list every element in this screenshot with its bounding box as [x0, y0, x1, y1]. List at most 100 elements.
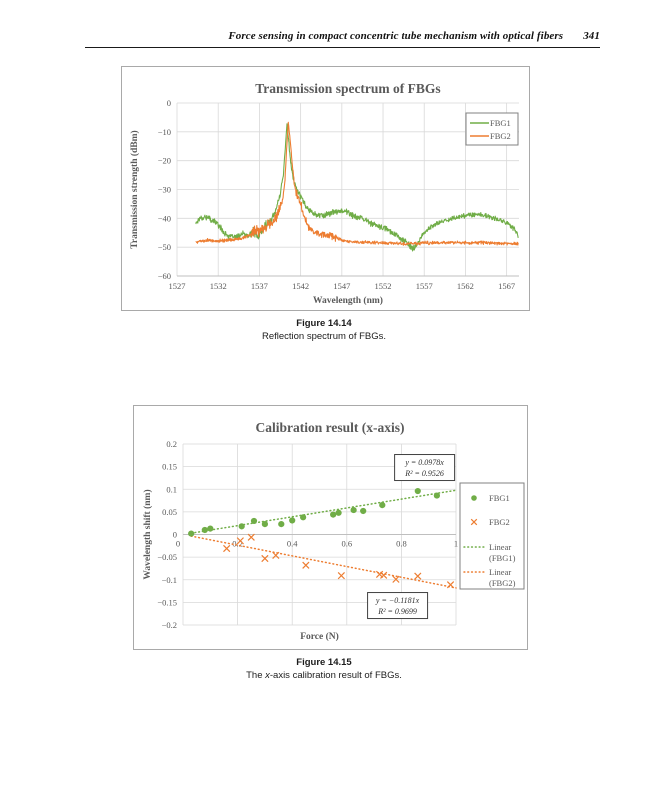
- caption-label: Figure 14.15: [296, 657, 352, 668]
- caption-text: Reflection spectrum of FBGs.: [261, 330, 387, 342]
- data-point: [335, 509, 342, 516]
- chart-title: Transmission spectrum of FBGs: [255, 81, 440, 96]
- calibration-result-chart: 0.20.150.10.050−0.05−0.1−0.15−0.20 0.2 0.4…: [142, 420, 525, 642]
- data-point: [207, 525, 214, 532]
- running-head-title: Force sensing in compact concentric tube…: [228, 30, 564, 42]
- svg-text:0.15: 0.15: [162, 462, 177, 472]
- legend-marker-FBG2: [470, 518, 478, 526]
- svg-text:1532: 1532: [210, 281, 227, 291]
- series-FBG2-points: [223, 533, 455, 589]
- svg-text:1557: 1557: [416, 281, 433, 291]
- legend-label-FBG2: FBG2: [490, 131, 511, 141]
- svg-text:0.8: 0.8: [396, 539, 407, 549]
- data-point: [350, 506, 357, 514]
- svg-text:−50: −50: [158, 242, 171, 252]
- trendline-Linear (FBG2): [190, 535, 457, 589]
- caption-label: Figure 14.14: [296, 318, 352, 329]
- svg-text:1537: 1537: [251, 281, 268, 291]
- svg-text:−30: −30: [158, 185, 171, 195]
- gridlines: [176, 102, 519, 277]
- data-point: [236, 537, 244, 545]
- svg-text:−0.2: −0.2: [162, 620, 177, 630]
- svg-text:1542: 1542: [292, 281, 309, 291]
- svg-text:1: 1: [454, 539, 458, 549]
- equation-annotation-2: y = −0.1181x R² = 0.9699: [367, 592, 429, 620]
- data-point: [261, 520, 268, 528]
- svg-text:R² = 0.9699: R² = 0.9699: [377, 607, 417, 616]
- y-axis-title: Transmission strength (dBm): [129, 130, 140, 248]
- data-point: [289, 517, 296, 524]
- svg-text:−0.05: −0.05: [157, 552, 177, 562]
- svg-text:FBG1: FBG1: [489, 493, 510, 503]
- svg-text:FBG2: FBG2: [489, 517, 510, 527]
- equation-annotation-1: y = 0.0978x R² = 0.9526: [394, 454, 456, 482]
- svg-text:−60: −60: [158, 271, 171, 281]
- svg-text:−20: −20: [158, 156, 171, 166]
- svg-text:0: 0: [173, 530, 177, 540]
- svg-text:−0.1: −0.1: [162, 575, 177, 585]
- figure-14-15-caption: Figure 14.15 The x-axis calibration resu…: [0, 657, 648, 683]
- svg-text:0.4: 0.4: [287, 539, 298, 549]
- svg-text:y = 0.0978x: y = 0.0978x: [404, 458, 444, 467]
- data-point: [330, 511, 337, 518]
- data-point: [201, 526, 208, 534]
- legend-marker-FBG1: [471, 495, 477, 501]
- svg-text:y = −0.1181x: y = −0.1181x: [375, 596, 420, 605]
- data-point: [300, 514, 307, 521]
- data-point: [261, 554, 269, 563]
- data-point: [238, 523, 245, 530]
- svg-text:0.2: 0.2: [166, 439, 177, 449]
- data-point: [446, 581, 455, 589]
- data-point: [414, 487, 421, 495]
- legend-label-FBG1: FBG1: [490, 118, 511, 128]
- svg-text:(FBG1): (FBG1): [489, 553, 516, 563]
- svg-text:−10: −10: [158, 127, 171, 137]
- data-point: [379, 501, 386, 509]
- data-point: [414, 572, 422, 580]
- page-number: 341: [583, 30, 600, 42]
- svg-text:1552: 1552: [375, 281, 392, 291]
- figure-14-15-panel: 0.2 0.15 0.1 0.05 0 −0.05 −0.1 −0.15 −0.2 0 0.2 0.4…: [133, 405, 528, 650]
- data-point: [278, 520, 285, 528]
- svg-text:1547: 1547: [333, 281, 350, 291]
- svg-text:1562: 1562: [457, 281, 474, 291]
- svg-text:(FBG2): (FBG2): [489, 578, 516, 588]
- data-point: [360, 507, 367, 515]
- data-point: [392, 575, 400, 583]
- data-point: [433, 492, 440, 499]
- data-point: [223, 544, 231, 553]
- svg-text:R² = 0.9526: R² = 0.9526: [404, 469, 444, 478]
- data-point: [302, 561, 310, 569]
- svg-text:0: 0: [176, 539, 180, 549]
- trendline-Linear (FBG1): [190, 489, 457, 534]
- svg-text:0.1: 0.1: [166, 484, 177, 494]
- data-point: [272, 551, 280, 559]
- data-point: [380, 571, 388, 579]
- y-axis-title: Wavelength shift (nm): [142, 489, 153, 579]
- svg-text:0: 0: [167, 98, 171, 108]
- svg-text:−40: −40: [158, 213, 171, 223]
- data-point: [250, 517, 258, 525]
- svg-text:0.6: 0.6: [341, 539, 352, 549]
- data-point: [337, 572, 345, 580]
- x-axis-title: Wavelength (nm): [313, 295, 383, 306]
- data-point: [247, 533, 255, 541]
- caption-text: The x-axis calibration result of FBGs.: [246, 669, 402, 681]
- data-point: [188, 530, 195, 537]
- svg-text:0.05: 0.05: [162, 507, 177, 517]
- svg-text:Linear: Linear: [489, 542, 511, 552]
- svg-text:1567: 1567: [498, 281, 515, 291]
- x-axis-title: Force (N): [300, 631, 339, 642]
- svg-text:Linear: Linear: [489, 567, 511, 577]
- svg-text:1527: 1527: [169, 281, 186, 291]
- svg-text:−0.15: −0.15: [157, 597, 177, 607]
- page-header: Force sensing in compact concentric tube…: [85, 30, 600, 48]
- figure-14-14-panel: 0 −10 −20 −30 −40 −50 −60 1527 1532 1537 1542 1547 1…: [121, 66, 530, 311]
- series-FBG1-points: [188, 487, 440, 537]
- chart-title: Calibration result (x-axis): [256, 420, 405, 435]
- series-FBG2-line: [195, 121, 519, 246]
- legend: FBG1 FBG2: [465, 112, 519, 146]
